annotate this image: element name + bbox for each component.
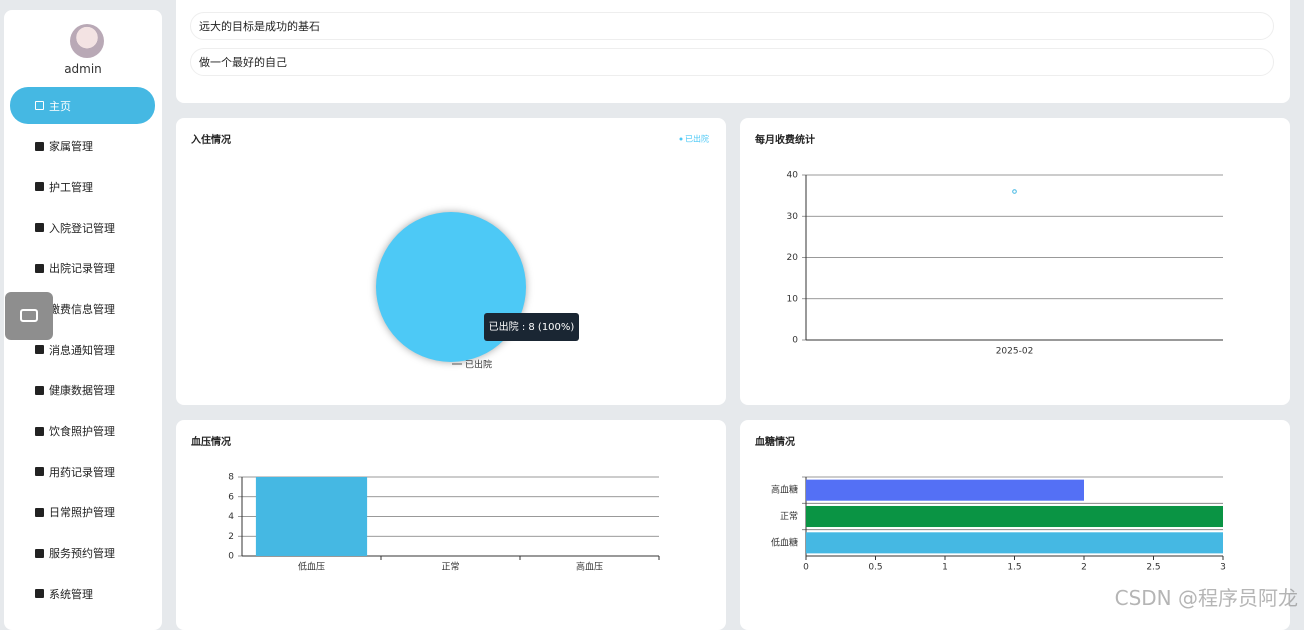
y-tick-label: 20 [787,253,799,263]
y-tick-label: 0 [792,336,798,346]
camera-button[interactable] [5,292,53,340]
menu-item[interactable]: 服务预约管理 [10,535,155,572]
chart-panel: 血压情况 0 2 4 6 8 低血压 正常 高血压 [176,420,726,630]
bar [806,479,1084,501]
menu-item[interactable]: 健康数据管理 [10,372,155,409]
menu-item[interactable]: 家属管理 [10,128,155,165]
avatar [70,24,104,58]
y-tick-label: 6 [228,492,234,502]
y-tick-label: 正常 [780,510,798,522]
menu: 主页家属管理 护工管理入院登记管理 出院记录管理 缴费信息管理 消息通知管理 健康数据管理… [10,87,155,616]
x-tick-label: 低血压 [298,561,325,573]
point [1012,189,1017,194]
menu-item[interactable]: 缴费信息管理 [10,290,155,327]
menu-item[interactable]: 系统管理 [10,575,155,612]
chart-title: 血糖情况 [755,435,795,448]
x-tick-label: 0 [803,563,809,573]
menu-item[interactable]: 入院登记管理 [10,209,155,246]
y-tick-label: 10 [787,294,799,304]
tooltip-box [484,313,579,341]
chart-panel: 入住情况 已出院 已出院 已出院 : 8 (100%) [176,118,726,405]
chart-title: 入住情况 [191,133,231,146]
x-tick-label: 高血压 [576,561,603,573]
x-tick-label: 2025-02 [996,347,1034,357]
y-tick-label: 30 [787,212,799,222]
legend-swatch [679,137,683,141]
x-tick-label: 2.5 [1146,563,1160,573]
menu-item[interactable]: 主页 [10,87,155,124]
legend-label: 已出院 [685,134,709,144]
notice: 远大的目标是成功的基石 [190,12,1274,40]
chart: 每月收费统计 0 10 20 30 40 2025-02 [755,133,1223,357]
bar [806,532,1223,554]
y-tick-label: 2 [228,532,234,542]
x-tick-label: 正常 [441,561,459,573]
menu-item[interactable]: 出院记录管理 [10,250,155,287]
chart-title: 每月收费统计 [755,133,815,146]
notice-panel: 远大的目标是成功的基石 做一个最好的自己 [176,0,1290,103]
x-tick-label: 2 [1081,563,1087,573]
menu-item[interactable]: 护工管理 [10,168,155,205]
chart-panel: 每月收费统计 0 10 20 30 40 2025-02 [740,118,1290,405]
y-tick-label: 4 [228,512,234,522]
menu-item[interactable]: 饮食照护管理 [10,413,155,450]
chart-panel: 血糖情况 0 0.5 1 1.5 2 2.5 3 高血糖正常低血糖 [740,420,1290,630]
x-tick-label: 1.5 [1007,563,1021,573]
slice-label: 已出院 [465,359,492,371]
y-tick-label: 高血糖 [771,484,798,496]
chart-title: 血压情况 [191,435,231,448]
x-tick-label: 0.5 [868,563,882,573]
bar [806,505,1223,528]
chart: 血压情况 0 2 4 6 8 低血压 正常 高血压 [191,435,660,573]
y-tick-label: 40 [787,171,799,181]
menu-item[interactable]: 用药记录管理 [10,453,155,490]
watermark: CSDN @程序员阿龙 [1114,586,1298,610]
menu-item[interactable]: 日常照护管理 [10,494,155,531]
y-tick-label: 0 [228,552,234,562]
menu-item[interactable]: 消息通知管理 [10,331,155,368]
x-tick-label: 1 [942,563,948,573]
x-tick-label: 3 [1220,563,1226,573]
y-tick-label: 低血糖 [771,536,798,548]
bar [255,477,368,556]
tooltip: 已出院 : 8 (100%) [489,320,575,333]
y-tick-label: 8 [228,473,234,483]
user-name: admin [64,62,102,76]
notice: 做一个最好的自己 [190,48,1274,76]
